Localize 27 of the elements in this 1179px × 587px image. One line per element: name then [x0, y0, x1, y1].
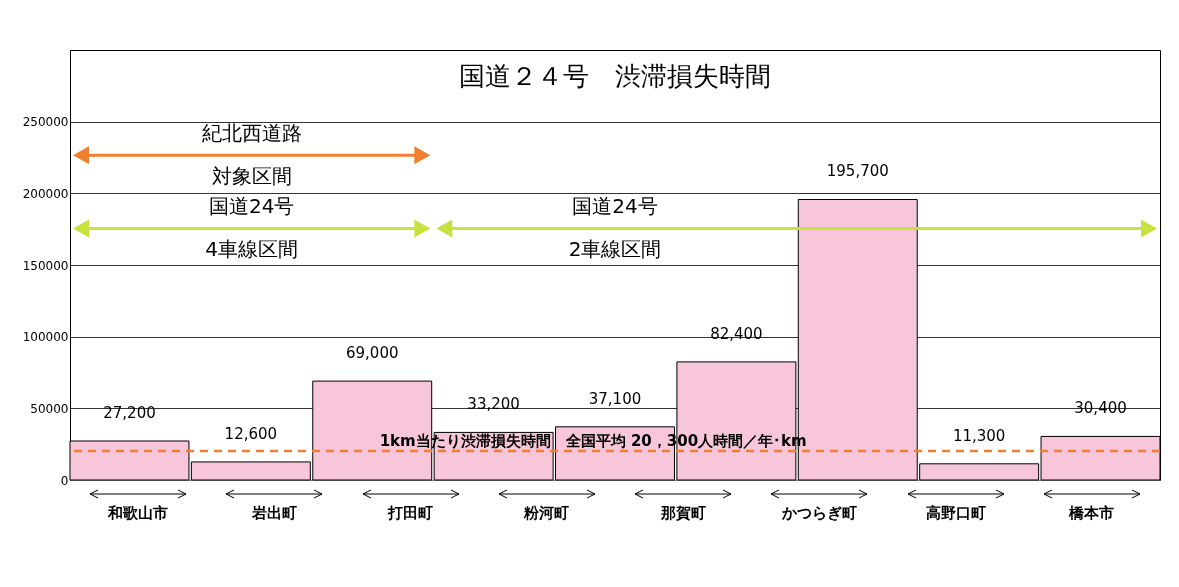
text: 橋本市	[1068, 504, 1116, 523]
data-label: 27,200	[103, 404, 156, 423]
y-tick-label: 100000	[22, 330, 69, 345]
data-label: 37,100	[588, 389, 642, 408]
text: 打田町	[386, 504, 435, 523]
y-tick-label: 150000	[22, 258, 69, 273]
text: 粉河町	[523, 504, 571, 523]
annotation: 対象区間	[211, 164, 292, 189]
annotation: 4車線区間	[205, 237, 299, 262]
data-label: 195,700	[826, 162, 889, 181]
annotation: 紀北西道路	[201, 121, 302, 146]
y-tick-label: 50000	[30, 401, 69, 416]
y-tick-label: 0	[60, 473, 69, 488]
y-tick-label: 200000	[22, 186, 69, 201]
text: 岩出町	[250, 504, 298, 523]
chart-title: 国道２４号 渋滞損失時間	[459, 61, 771, 91]
data-label: 11,300	[952, 426, 1006, 445]
text: 高野口町	[924, 504, 987, 523]
text: 那賀町	[659, 504, 707, 523]
text: 和歌山市	[107, 504, 170, 523]
annotation: 2車線区間	[568, 237, 662, 262]
y-tick-label: 250000	[22, 115, 69, 130]
data-label: 69,000	[345, 344, 399, 363]
text: かつらぎ町	[780, 504, 858, 523]
annotation: 国道24号	[572, 194, 658, 219]
annotation: 国道24号	[208, 194, 295, 219]
data-label: 12,600	[224, 424, 278, 443]
